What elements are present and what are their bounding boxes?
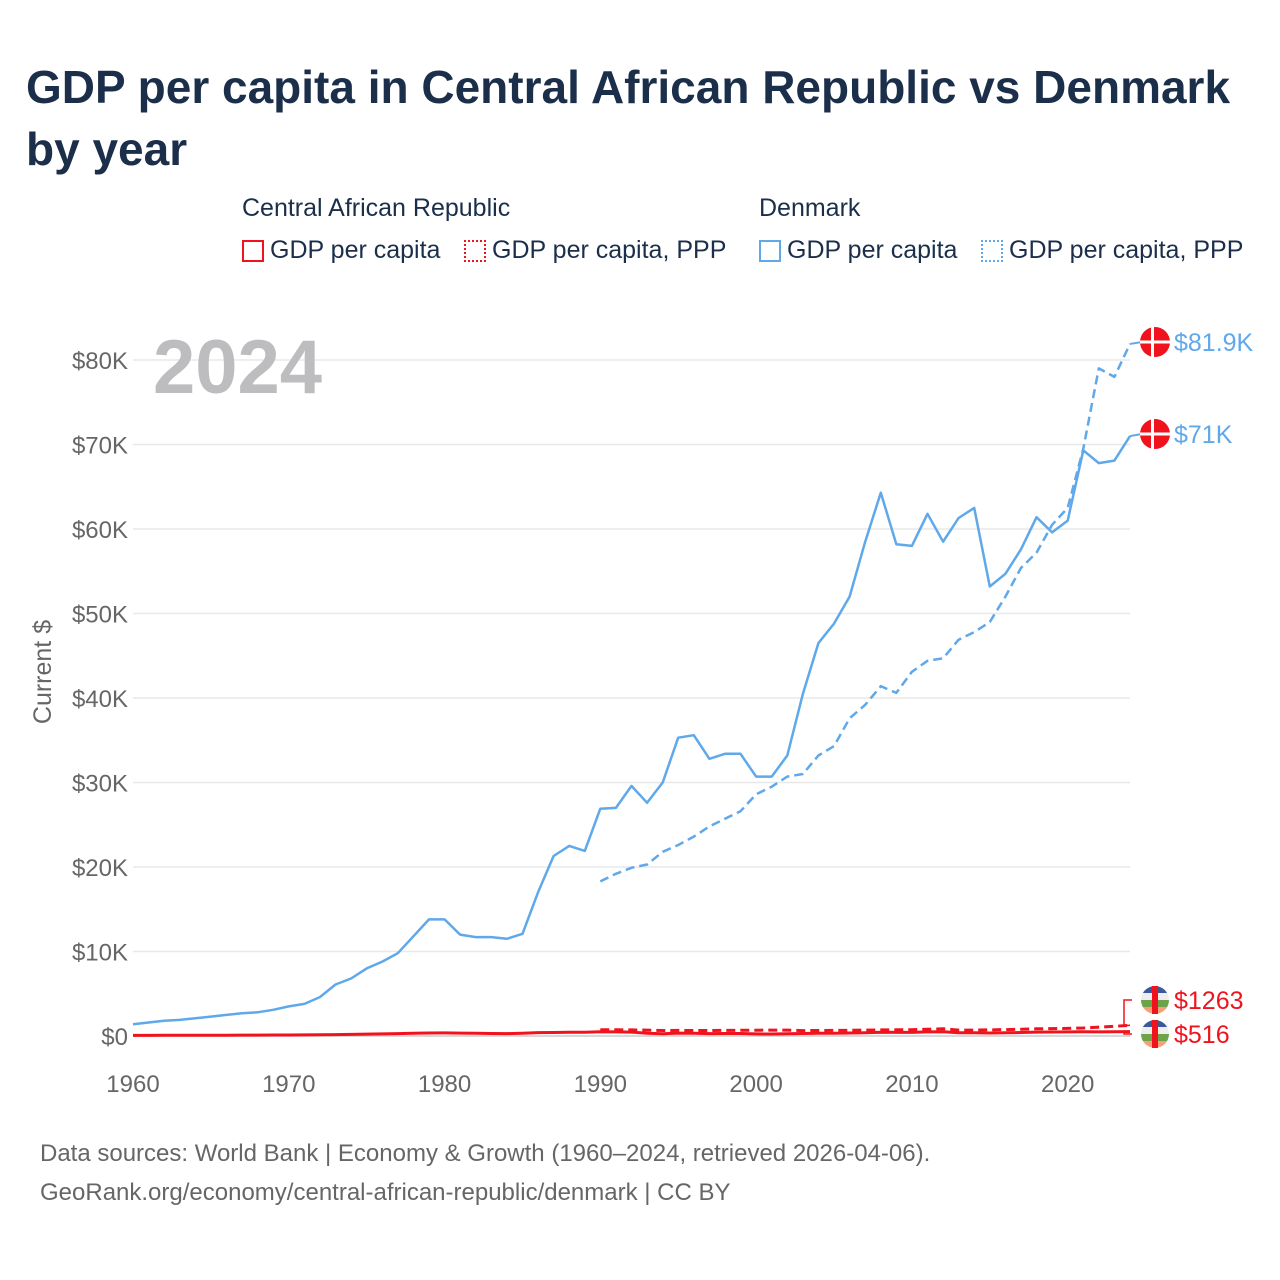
- legend-label: GDP per capita: [270, 236, 441, 264]
- car-flag-icon: [1141, 1020, 1169, 1048]
- y-tick-label: $20K: [72, 855, 128, 882]
- y-tick-label: $60K: [72, 517, 128, 544]
- end-value-label: $516: [1174, 1021, 1230, 1049]
- y-tick-label: $70K: [72, 433, 128, 460]
- y-tick-label: $30K: [72, 771, 128, 798]
- series-line: [132, 435, 1132, 1026]
- flag-cross: [1151, 419, 1154, 449]
- legend-label: GDP per capita, PPP: [1009, 236, 1244, 264]
- footer-link[interactable]: GeoRank.org/economy/central-african-repu…: [40, 1179, 731, 1206]
- legend-dk-gdp[interactable]: GDP per capita: [759, 236, 957, 265]
- x-tick-label: 1990: [574, 1071, 627, 1098]
- x-tick-label: 2000: [729, 1071, 782, 1098]
- flag-cross: [1151, 327, 1154, 357]
- legend-group-denmark: Denmark: [759, 194, 861, 222]
- flag-cross: [1140, 432, 1170, 436]
- chart-title: GDP per capita in Central African Republ…: [26, 61, 1231, 175]
- x-tick-label: 1960: [106, 1071, 159, 1098]
- legend-label: GDP per capita, PPP: [492, 236, 727, 264]
- denmark-flag-icon: [1140, 327, 1170, 357]
- x-tick-label: 1980: [418, 1071, 471, 1098]
- flag-band: [1152, 986, 1158, 1014]
- flag-band: [1152, 1020, 1158, 1048]
- legend-group-car: Central African Republic: [242, 194, 511, 222]
- flag-cross: [1140, 340, 1170, 344]
- series-line: [600, 1023, 1131, 1033]
- legend-car-ppp[interactable]: GDP per capita, PPP: [464, 236, 726, 265]
- x-tick-label: 1970: [262, 1071, 315, 1098]
- legend-swatch: [464, 240, 486, 262]
- label-connector: [1123, 1030, 1132, 1035]
- year-watermark: 2024: [153, 325, 322, 410]
- legend-label: GDP per capita: [787, 236, 958, 264]
- legend-car-gdp[interactable]: GDP per capita: [242, 236, 440, 265]
- series-line: [133, 1030, 1131, 1037]
- denmark-flag-icon: [1140, 419, 1170, 449]
- label-connector: [1123, 999, 1132, 1027]
- legend-swatch: [759, 240, 781, 262]
- car-flag-icon: [1141, 986, 1169, 1014]
- y-tick-label: $0: [101, 1024, 128, 1051]
- y-tick-label: $50K: [72, 602, 128, 629]
- end-value-label: $71K: [1174, 421, 1233, 449]
- footer-sources: Data sources: World Bank | Economy & Gro…: [40, 1140, 931, 1167]
- end-value-label: $81.9K: [1174, 329, 1254, 357]
- legend-dk-ppp[interactable]: GDP per capita, PPP: [981, 236, 1243, 265]
- y-axis-label: Current $: [29, 620, 57, 724]
- x-tick-label: 2020: [1041, 1071, 1094, 1098]
- y-tick-label: $80K: [72, 348, 128, 375]
- x-tick-label: 2010: [885, 1071, 938, 1098]
- y-tick-label: $40K: [72, 686, 128, 713]
- legend-swatch: [981, 240, 1003, 262]
- series-line: [599, 343, 1132, 883]
- legend-swatch: [242, 240, 264, 262]
- end-value-label: $1263: [1174, 987, 1244, 1015]
- y-tick-label: $10K: [72, 940, 128, 967]
